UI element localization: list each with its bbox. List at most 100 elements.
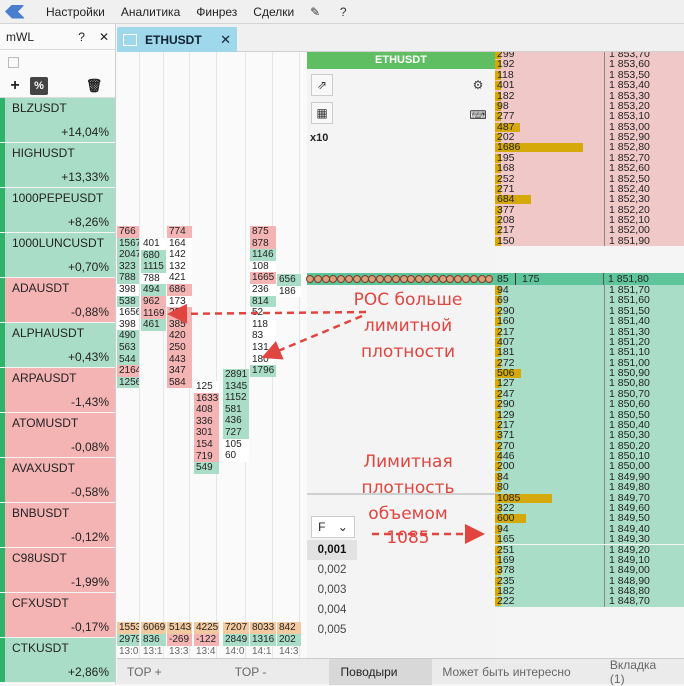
watchlist-item[interactable]: 1000LUNCUSDT +0,70% [0, 233, 115, 278]
cluster-chart[interactable]: 766 1567 2047 323 788 398 538 1656 398 490 563 544 2… [117, 52, 307, 658]
tick-option[interactable]: 0,005 [317, 624, 347, 636]
ladder-row[interactable]: 1085 1 849,70 [495, 492, 684, 503]
ladder-row[interactable]: 192 1 853,60 [495, 59, 684, 70]
ladder-row[interactable]: 401 1 853,40 [495, 80, 684, 91]
trash-icon[interactable]: 🗑 [85, 77, 103, 93]
menu-trades[interactable]: Сделки [253, 4, 295, 19]
ladder-price: 1 849,90 [604, 471, 650, 482]
keyboard-icon[interactable]: ⌨ [469, 108, 487, 122]
ladder-row[interactable]: 182 1 848,80 [495, 586, 684, 596]
ladder-row[interactable]: 217 1 851,30 [495, 326, 684, 337]
ladder-row[interactable]: 200 1 850,00 [495, 461, 684, 472]
ladder-row[interactable]: 247 1 850,70 [495, 388, 684, 399]
tab-ethusdt[interactable]: ETHUSDT ✕ [117, 27, 237, 52]
ladder-row[interactable]: 1686 1 852,80 [495, 142, 684, 153]
ladder-row[interactable]: 251 1 849,20 [495, 544, 684, 555]
ladder-row[interactable]: 506 1 850,90 [495, 368, 684, 378]
menu-analytics[interactable]: Аналитика [120, 4, 181, 19]
ladder-row[interactable]: 127 1 850,80 [495, 378, 684, 389]
ladder-row[interactable]: 80 1 849,80 [495, 482, 684, 493]
menu-finres[interactable]: Финрез [196, 4, 238, 19]
ladder-row[interactable]: 160 1 851,40 [495, 316, 684, 327]
add-icon[interactable]: + [10, 76, 20, 94]
watchlist-item[interactable]: CFXUSDT -0,17% [0, 593, 115, 638]
chart-settings-icon[interactable]: ⇗ [311, 74, 333, 96]
ladder-row[interactable]: 487 1 853,00 [495, 121, 684, 132]
tab-top-plus[interactable]: TOP + [127, 664, 162, 679]
ladder-row[interactable]: 271 1 852,40 [495, 183, 684, 194]
price-ladder[interactable]: 299 1 853,70 192 1 853,60 118 1 853,50 401 1 85… [495, 52, 684, 658]
ladder-row[interactable]: 378 1 849,00 [495, 565, 684, 576]
ladder-row[interactable]: 195 1 852,70 [495, 151, 684, 164]
watchlist-item[interactable]: BNBUSDT -0,12% [0, 503, 115, 548]
ladder-row[interactable]: 222 1 848,70 [495, 596, 684, 607]
watchlist-item[interactable]: ADAUSDT -0,88% [0, 278, 115, 323]
tick-option[interactable]: 0,004 [317, 604, 347, 616]
close-icon[interactable]: ✕ [220, 31, 231, 47]
calculator-icon[interactable]: ▦ [311, 102, 333, 124]
ladder-row[interactable]: 272 1 851,00 [495, 357, 684, 368]
ladder-row[interactable]: 371 1 850,30 [495, 430, 684, 441]
ladder-volume: 195 [497, 151, 515, 164]
tick-option[interactable]: 0,001 [307, 540, 357, 560]
help-icon[interactable]: ? [78, 29, 85, 44]
gear-icon[interactable]: ⚙ [472, 78, 484, 92]
tab-tab1[interactable]: Вкладка (1) [609, 657, 657, 686]
pin-off-icon[interactable]: ✎ [310, 4, 321, 19]
ladder-row[interactable]: 118 1 853,50 [495, 69, 684, 80]
ladder-row[interactable]: 270 1 850,20 [495, 440, 684, 451]
ladder-volume: 182 [497, 89, 515, 102]
ladder-row[interactable]: 182 1 853,30 [495, 89, 684, 102]
ladder-row[interactable]: 290 1 850,60 [495, 399, 684, 410]
watchlist-item[interactable]: CTKUSDT +2,86% [0, 638, 115, 683]
tick-option[interactable]: 0,003 [317, 584, 347, 596]
ladder-row[interactable]: 208 1 852,10 [495, 215, 684, 226]
clear-icon[interactable] [8, 56, 19, 68]
ladder-row[interactable]: 94 1 849,40 [495, 523, 684, 534]
ladder-row[interactable]: 322 1 849,60 [495, 503, 684, 513]
ladder-row[interactable]: 69 1 851,60 [495, 295, 684, 306]
ladder-row[interactable]: 377 1 852,20 [495, 204, 684, 215]
cluster-cell: 875 [250, 226, 276, 238]
percent-icon[interactable]: % [30, 76, 48, 95]
ladder-row[interactable]: 165 1 849,30 [495, 534, 684, 545]
menu-settings[interactable]: Настройки [46, 4, 105, 19]
ladder-row[interactable]: 168 1 852,60 [495, 163, 684, 174]
ladder-row[interactable]: 150 1 851,90 [495, 235, 684, 246]
ladder-row[interactable]: 299 1 853,70 [495, 52, 684, 59]
ladder-row[interactable]: 407 1 851,20 [495, 336, 684, 347]
ladder-row[interactable]: 446 1 850,10 [495, 451, 684, 462]
ladder-row[interactable]: 94 1 851,70 [495, 285, 684, 295]
watchlist-item[interactable]: HIGHUSDT +13,33% [0, 143, 115, 188]
ladder-row[interactable]: 252 1 852,50 [495, 173, 684, 184]
tab-guides[interactable]: Поводыри [328, 658, 433, 685]
ladder-row[interactable]: 235 1 848,90 [495, 575, 684, 586]
ladder-row[interactable]: 600 1 849,50 [495, 513, 684, 524]
ladder-row[interactable]: 169 1 849,10 [495, 554, 684, 565]
ladder-row[interactable]: 181 1 851,10 [495, 347, 684, 358]
tab-top-minus[interactable]: TOP - [234, 664, 267, 679]
ladder-row[interactable]: 129 1 850,50 [495, 409, 684, 420]
ladder-row[interactable]: 98 1 853,20 [495, 100, 684, 111]
tab-maybe-interesting[interactable]: Может быть интересно [442, 664, 571, 679]
mid-volume2: 175 [515, 273, 540, 285]
ladder-row[interactable]: 684 1 852,30 [495, 194, 684, 205]
ladder-row[interactable]: 290 1 851,50 [495, 305, 684, 316]
ladder-row[interactable]: 84 1 849,90 [495, 471, 684, 482]
cluster-cell: 1152 [223, 392, 249, 404]
watchlist-item[interactable]: BLZUSDT +14,04% [0, 98, 115, 143]
tick-option[interactable]: 0,002 [317, 564, 347, 576]
watchlist-item[interactable]: C98USDT -1,99% [0, 548, 115, 593]
watchlist-item[interactable]: AVAXUSDT -0,58% [0, 458, 115, 503]
watchlist-item[interactable]: ARPAUSDT -1,43% [0, 368, 115, 413]
ladder-row[interactable]: 217 1 850,40 [495, 419, 684, 430]
ladder-row[interactable]: 217 1 852,00 [495, 225, 684, 236]
ladder-row[interactable]: 202 1 852,90 [495, 132, 684, 142]
watchlist-item[interactable]: ATOMUSDT -0,08% [0, 413, 115, 458]
filter-select[interactable]: F ⌄ [311, 516, 355, 538]
watchlist-item[interactable]: ALPHAUSDT +0,43% [0, 323, 115, 368]
help-icon[interactable]: ? [339, 4, 347, 19]
ladder-row[interactable]: 277 1 853,10 [495, 111, 684, 122]
close-icon[interactable]: ✕ [98, 29, 109, 44]
watchlist-item[interactable]: 1000PEPEUSDT +8,26% [0, 188, 115, 233]
